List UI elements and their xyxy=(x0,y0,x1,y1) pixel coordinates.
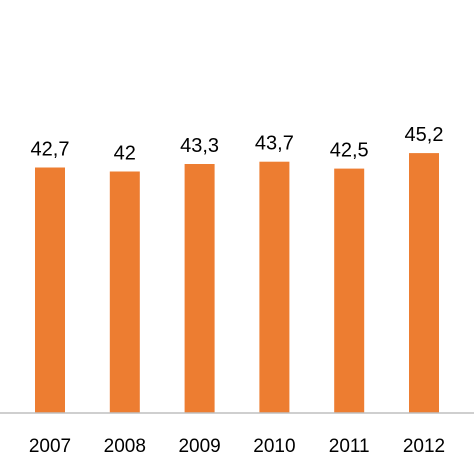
value-label-2010: 43,7 xyxy=(255,133,294,155)
value-label-2012: 45,2 xyxy=(405,124,444,146)
x-tick-label-2011: 2011 xyxy=(329,436,370,457)
x-tick-label-2010: 2010 xyxy=(253,436,295,457)
x-tick-label-2007: 2007 xyxy=(29,436,71,457)
bar-2009 xyxy=(184,164,215,413)
value-label-2009: 43,3 xyxy=(180,135,219,157)
x-tick-label-2009: 2009 xyxy=(178,436,220,457)
bar-2012 xyxy=(409,153,439,413)
bar-2010 xyxy=(259,161,290,413)
value-label-2007: 42,7 xyxy=(31,139,70,161)
value-labels-group: 42,7 42 43,3 43,7 42,5 45,2 xyxy=(31,124,444,164)
x-tick-label-2008: 2008 xyxy=(104,436,146,457)
value-label-2008: 42 xyxy=(114,143,136,165)
x-tick-label-2012: 2012 xyxy=(403,436,445,457)
bars-group xyxy=(35,153,439,413)
bar-2008 xyxy=(109,171,140,413)
value-label-2011: 42,5 xyxy=(330,140,369,162)
bar-2011 xyxy=(334,168,365,413)
bar-2007 xyxy=(35,167,65,413)
x-tick-labels-group: 2007 2008 2009 2010 2011 2012 xyxy=(29,436,445,457)
